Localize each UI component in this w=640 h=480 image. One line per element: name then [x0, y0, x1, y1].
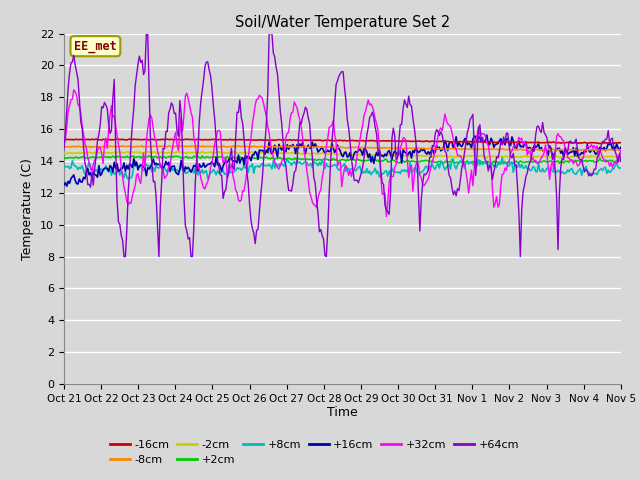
Title: Soil/Water Temperature Set 2: Soil/Water Temperature Set 2 — [235, 15, 450, 30]
+16cm — [463, 142, 471, 147]
-16cm — [412, 138, 419, 144]
+32cm — [465, 190, 472, 196]
+64cm — [143, 31, 150, 36]
-2cm — [578, 155, 586, 161]
+16cm — [617, 144, 625, 150]
-8cm — [60, 144, 68, 150]
+32cm — [617, 147, 625, 153]
+32cm — [243, 169, 251, 175]
+8cm — [463, 158, 471, 164]
X-axis label: Time: Time — [327, 407, 358, 420]
+8cm — [467, 160, 474, 166]
-16cm — [463, 139, 471, 144]
+8cm — [60, 164, 68, 170]
+2cm — [617, 157, 625, 163]
Line: +32cm: +32cm — [64, 90, 621, 216]
+8cm — [129, 172, 136, 178]
-16cm — [282, 137, 290, 143]
+64cm — [244, 180, 252, 186]
-16cm — [129, 137, 136, 143]
-16cm — [243, 137, 251, 143]
-8cm — [282, 144, 290, 150]
+16cm — [282, 149, 290, 155]
+2cm — [127, 155, 135, 160]
-16cm — [467, 139, 474, 144]
-8cm — [243, 144, 251, 149]
-8cm — [540, 147, 548, 153]
+2cm — [282, 156, 290, 162]
+64cm — [129, 121, 136, 127]
+16cm — [129, 165, 136, 170]
+2cm — [198, 153, 206, 159]
+64cm — [468, 115, 476, 120]
+8cm — [124, 176, 132, 182]
Line: +2cm: +2cm — [64, 156, 621, 164]
-8cm — [119, 143, 127, 149]
+32cm — [282, 134, 290, 140]
-2cm — [463, 153, 471, 159]
+32cm — [468, 167, 476, 173]
-2cm — [127, 149, 135, 155]
+16cm — [467, 142, 474, 147]
+2cm — [243, 154, 251, 160]
-2cm — [243, 150, 251, 156]
Line: -2cm: -2cm — [64, 151, 621, 158]
+64cm — [284, 177, 291, 183]
-2cm — [198, 148, 206, 154]
+2cm — [467, 159, 474, 165]
+2cm — [60, 156, 68, 161]
Line: -8cm: -8cm — [64, 146, 621, 150]
-2cm — [60, 150, 68, 156]
Line: -16cm: -16cm — [64, 139, 621, 144]
+8cm — [243, 164, 251, 170]
+64cm — [617, 158, 625, 164]
+2cm — [412, 159, 419, 165]
+16cm — [243, 156, 251, 161]
Line: +8cm: +8cm — [64, 158, 621, 179]
+2cm — [463, 158, 471, 164]
+64cm — [120, 254, 128, 260]
+8cm — [282, 159, 290, 165]
-16cm — [125, 136, 133, 142]
Text: EE_met: EE_met — [74, 40, 116, 53]
-16cm — [617, 140, 625, 145]
-8cm — [467, 146, 474, 152]
+32cm — [60, 142, 68, 147]
+64cm — [60, 146, 68, 152]
+8cm — [499, 155, 506, 161]
-16cm — [596, 141, 604, 146]
Line: +16cm: +16cm — [64, 135, 621, 186]
+16cm — [60, 182, 68, 188]
+64cm — [465, 125, 472, 131]
-2cm — [617, 154, 625, 159]
+2cm — [499, 161, 506, 167]
+64cm — [413, 153, 421, 159]
-2cm — [467, 154, 474, 159]
Legend: -16cm, -8cm, -2cm, +2cm, +8cm, +16cm, +32cm, +64cm: -16cm, -8cm, -2cm, +2cm, +8cm, +16cm, +3… — [106, 435, 524, 469]
+8cm — [412, 165, 419, 170]
Y-axis label: Temperature (C): Temperature (C) — [22, 158, 35, 260]
-2cm — [282, 151, 290, 156]
+16cm — [412, 145, 419, 151]
+32cm — [413, 160, 421, 166]
Line: +64cm: +64cm — [64, 34, 621, 257]
-8cm — [129, 144, 136, 150]
+32cm — [129, 193, 136, 199]
+32cm — [383, 214, 390, 219]
-8cm — [463, 146, 471, 152]
+16cm — [63, 183, 70, 189]
+32cm — [70, 87, 77, 93]
-2cm — [412, 153, 419, 159]
-8cm — [617, 147, 625, 153]
+16cm — [483, 132, 491, 138]
+8cm — [617, 165, 625, 171]
-16cm — [60, 136, 68, 142]
-8cm — [412, 145, 419, 151]
